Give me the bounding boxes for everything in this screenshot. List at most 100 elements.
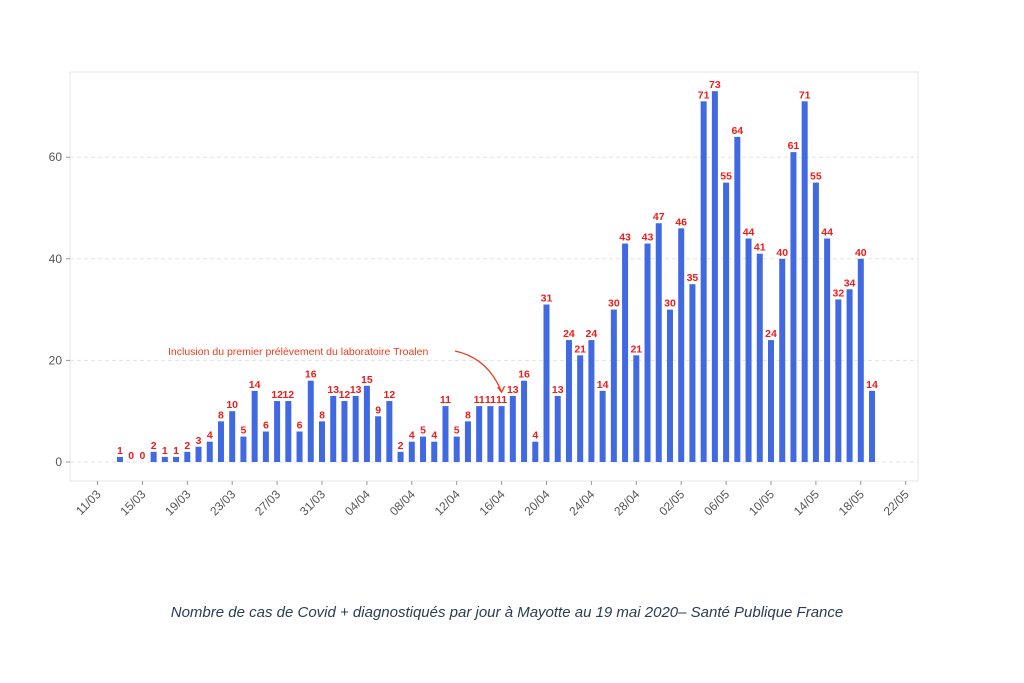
data-label: 8: [465, 409, 471, 421]
data-label: 13: [552, 384, 564, 396]
bar: [857, 258, 864, 462]
data-label: 12: [339, 389, 351, 401]
data-label: 31: [541, 293, 553, 305]
data-label: 24: [586, 328, 598, 340]
bar: [565, 340, 572, 462]
annotation-arrow: [454, 350, 503, 393]
x-tick-label: 24/04: [566, 487, 597, 518]
data-label: 1: [117, 445, 123, 457]
data-label: 55: [810, 171, 822, 183]
y-tick-label: 0: [55, 455, 62, 469]
data-label: 15: [361, 374, 373, 386]
bar: [790, 152, 797, 462]
data-label: 16: [518, 369, 530, 381]
x-tick-label: 23/03: [207, 487, 238, 518]
data-label: 5: [420, 425, 426, 437]
data-label: 11: [440, 394, 451, 406]
bar: [285, 401, 292, 462]
y-tick-label: 60: [49, 150, 63, 164]
bar: [689, 284, 696, 462]
bar: [521, 380, 528, 462]
bar: [734, 136, 741, 462]
bar: [195, 446, 202, 462]
data-label: 12: [271, 389, 283, 401]
data-label: 0: [139, 450, 145, 462]
data-label: 1: [173, 445, 179, 457]
bar: [644, 243, 651, 462]
x-tick-label: 18/05: [836, 487, 867, 518]
data-label: 30: [608, 298, 620, 310]
bar: [240, 436, 247, 462]
data-label: 11: [474, 394, 485, 406]
data-label: 4: [532, 430, 538, 442]
data-label: 11: [496, 394, 507, 406]
bar: [554, 395, 561, 462]
data-label: 12: [282, 389, 294, 401]
data-label: 13: [507, 384, 519, 396]
bar: [274, 401, 281, 462]
bar: [330, 395, 337, 462]
data-label: 8: [218, 409, 224, 421]
x-tick-label: 15/03: [117, 487, 148, 518]
data-label: 73: [709, 79, 721, 91]
x-tick-label: 02/05: [656, 487, 687, 518]
bar: [509, 395, 516, 462]
bar: [801, 101, 808, 462]
data-label: 14: [866, 379, 878, 391]
x-tick-label: 22/05: [881, 487, 912, 518]
bar: [386, 401, 393, 462]
data-label: 8: [319, 409, 325, 421]
x-tick-label: 27/03: [252, 487, 283, 518]
bar: [869, 390, 876, 462]
bar: [150, 451, 157, 462]
bar: [745, 238, 752, 462]
bar: [678, 228, 685, 462]
data-label: 30: [664, 298, 676, 310]
bar: [476, 406, 483, 462]
x-tick-label: 04/04: [342, 487, 373, 518]
bar: [408, 441, 415, 462]
data-label: 46: [675, 216, 687, 228]
bar: [206, 441, 213, 462]
x-tick-label: 20/04: [521, 487, 552, 518]
bar: [768, 340, 774, 462]
data-label: 4: [207, 430, 213, 442]
bar: [262, 431, 269, 462]
x-tick-label: 16/04: [477, 487, 508, 518]
bar: [229, 411, 236, 462]
bar: [835, 299, 842, 462]
annotation-arrowhead: [497, 385, 506, 394]
bar: [173, 456, 180, 462]
bar: [666, 309, 673, 462]
bar: [711, 91, 718, 462]
bar: [812, 182, 819, 462]
data-label: 0: [128, 450, 134, 462]
data-label: 2: [151, 440, 157, 452]
bar: [633, 355, 640, 462]
x-axis-ticks: 11/03 15/03 19/03 23/03 27/03 31/03 04/04 08/04…: [73, 481, 912, 518]
bar: [824, 238, 831, 462]
data-label: 35: [687, 272, 699, 284]
data-label: 64: [731, 125, 743, 137]
data-label: 6: [263, 420, 269, 432]
bar: [442, 406, 449, 462]
data-label: 55: [720, 171, 732, 183]
data-label: 2: [398, 440, 404, 452]
bar: [610, 309, 617, 462]
bar: [599, 390, 606, 462]
data-label: 24: [765, 328, 777, 340]
data-label: 43: [619, 232, 631, 244]
data-label: 14: [249, 379, 261, 391]
data-label: 71: [698, 89, 710, 101]
x-tick-label: 31/03: [297, 487, 328, 518]
annotation: Inclusion du premier prélèvement du labo…: [168, 346, 506, 394]
x-tick-label: 12/04: [432, 487, 463, 518]
data-label: 11: [485, 394, 496, 406]
data-label: 12: [384, 389, 396, 401]
x-tick-label: 10/05: [746, 487, 777, 518]
y-tick-label: 20: [49, 353, 63, 367]
data-label: 13: [327, 384, 339, 396]
data-label: 6: [297, 420, 303, 432]
